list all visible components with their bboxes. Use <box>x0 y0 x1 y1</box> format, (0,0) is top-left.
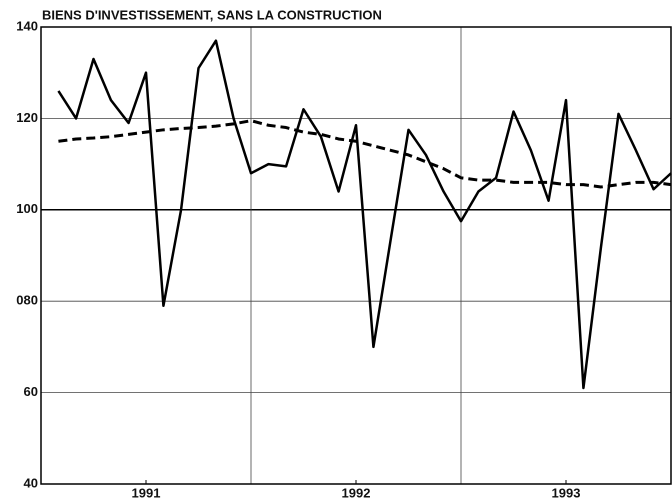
y-tick-label: 080 <box>16 293 38 308</box>
plot-frame <box>40 26 672 485</box>
series-line <box>57 39 672 390</box>
y-tick-label: 120 <box>16 110 38 125</box>
chart-title: BIENS D'INVESTISSEMENT, SANS LA CONSTRUC… <box>42 7 382 22</box>
y-tick-label: 40 <box>24 475 38 490</box>
y-tick-label: 140 <box>16 18 38 33</box>
y-tick-label: 60 <box>24 384 38 399</box>
x-tick-label: 1992 <box>342 485 371 500</box>
series-line <box>58 119 672 189</box>
x-tick-label: 1993 <box>552 485 581 500</box>
x-tick-label: 1991 <box>132 485 161 500</box>
y-tick-label: 100 <box>16 201 38 216</box>
